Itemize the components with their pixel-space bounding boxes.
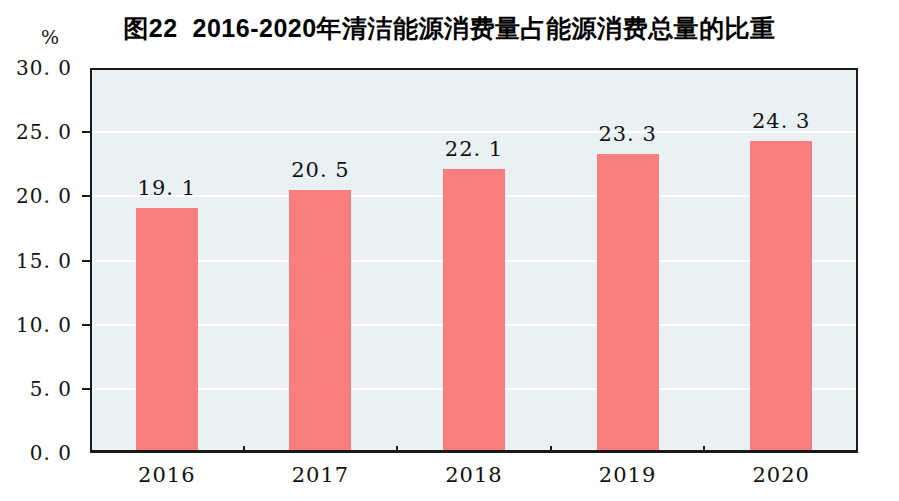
x-axis-tick-label: 2020 [704, 463, 858, 487]
y-axis-tick-label: 20. 0 [0, 184, 72, 208]
bar [750, 141, 812, 453]
x-axis-tick-label: 2016 [90, 463, 244, 487]
bar [289, 190, 351, 453]
bar-value-label: 20. 5 [260, 158, 380, 182]
x-axis-tick-mark [243, 446, 245, 453]
y-axis-unit-label: % [36, 26, 64, 48]
bar-value-label: 24. 3 [721, 109, 841, 133]
y-axis-tick-label: 0. 0 [0, 441, 72, 465]
bar-value-label: 23. 3 [568, 122, 688, 146]
y-axis-tick-mark [82, 388, 90, 390]
x-axis-tick-label: 2017 [244, 463, 398, 487]
y-axis-tick-mark [82, 324, 90, 326]
bar [597, 154, 659, 453]
y-axis-tick-label: 30. 0 [0, 56, 72, 80]
y-axis-tick-mark [82, 195, 90, 197]
bar [136, 208, 198, 453]
x-axis-tick-label: 2019 [551, 463, 705, 487]
chart-title: 图22 2016-2020年清洁能源消费量占能源消费总量的比重 [0, 12, 899, 45]
bar-value-label: 19. 1 [107, 176, 227, 200]
y-axis-tick-mark [82, 260, 90, 262]
y-axis-tick-label: 5. 0 [0, 377, 72, 401]
x-axis-tick-mark [396, 446, 398, 453]
y-axis-tick-label: 10. 0 [0, 313, 72, 337]
bar-value-label: 22. 1 [414, 137, 534, 161]
x-axis-tick-mark [703, 446, 705, 453]
chart-canvas: 图22 2016-2020年清洁能源消费量占能源消费总量的比重 % 19. 1 2… [0, 0, 899, 501]
bar [443, 169, 505, 453]
y-axis-tick-label: 25. 0 [0, 120, 72, 144]
plot-area: 19. 1 20. 5 22. 1 23. 3 24. 3 [90, 68, 858, 453]
y-axis-tick-label: 15. 0 [0, 249, 72, 273]
x-axis-tick-mark [550, 446, 552, 453]
x-axis-tick-label: 2018 [397, 463, 551, 487]
y-axis-tick-mark [82, 131, 90, 133]
